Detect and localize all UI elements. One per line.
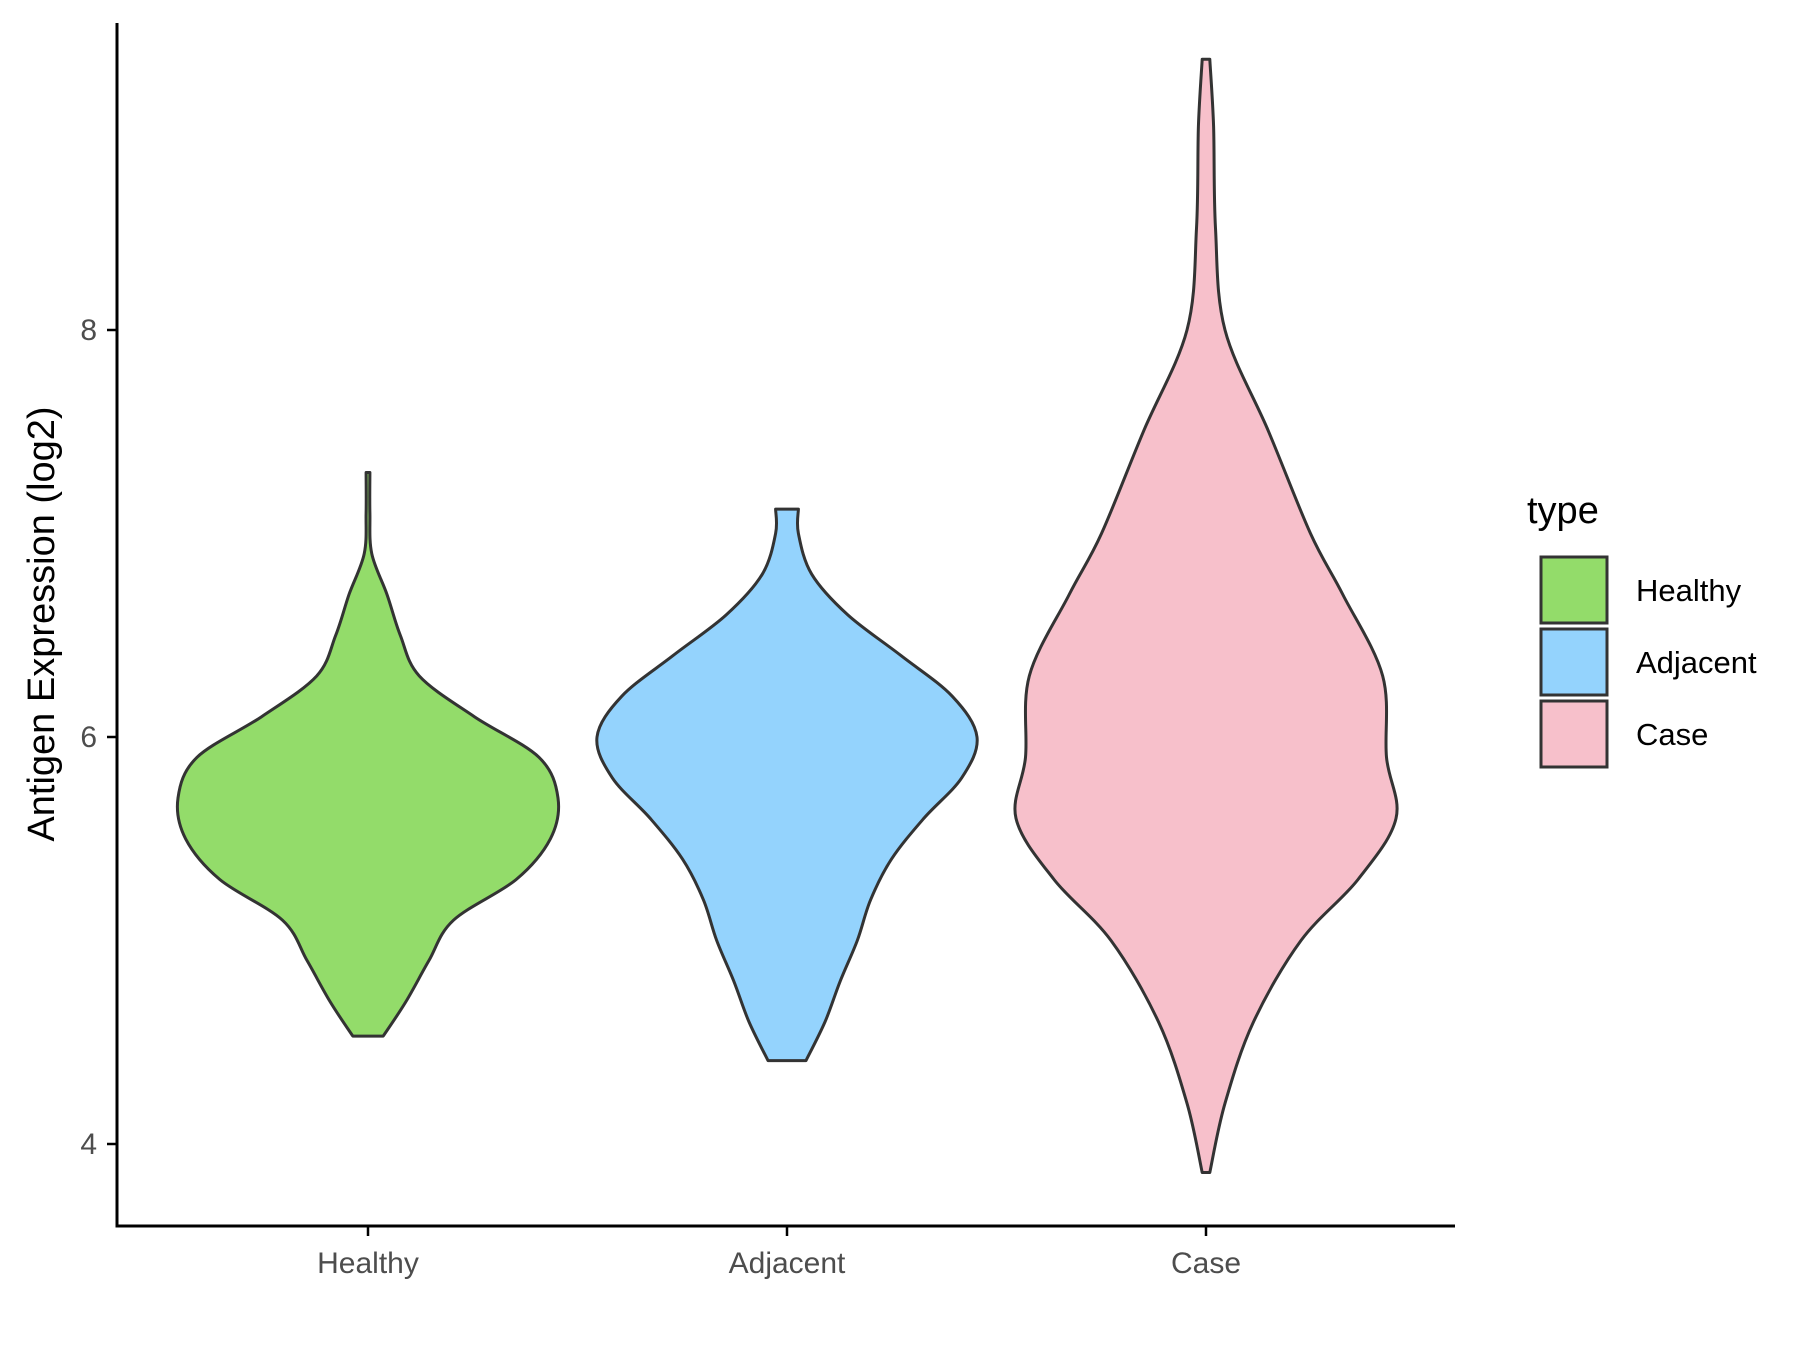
y-tick-label-4: 4 [80, 1128, 97, 1161]
legend-key-adjacent [1539, 627, 1609, 697]
legend-label-case: Case [1636, 717, 1708, 752]
y-tick-label-6: 6 [80, 721, 97, 754]
violin-healthy [175, 471, 561, 1038]
x-tick-label-healthy: Healthy [317, 1247, 419, 1280]
violin-adjacent [595, 507, 979, 1063]
y-axis-title: Antigen Expression (log2) [21, 406, 63, 841]
legend: type Healthy Adjacent Case [1527, 490, 1757, 769]
legend-key-case [1539, 699, 1609, 769]
x-tick-label-case: Case [1171, 1247, 1241, 1280]
x-axis-ticks: Healthy Adjacent Case [317, 1226, 1241, 1280]
x-tick-label-adjacent: Adjacent [729, 1247, 846, 1280]
legend-title: type [1527, 490, 1599, 532]
legend-key-healthy [1539, 555, 1609, 625]
y-axis-ticks: 4 6 8 [80, 314, 117, 1161]
y-tick-label-8: 8 [80, 314, 97, 347]
legend-label-adjacent: Adjacent [1636, 645, 1757, 680]
violin-case [1013, 57, 1399, 1174]
violin-layer [175, 57, 1399, 1174]
legend-label-healthy: Healthy [1636, 573, 1742, 608]
